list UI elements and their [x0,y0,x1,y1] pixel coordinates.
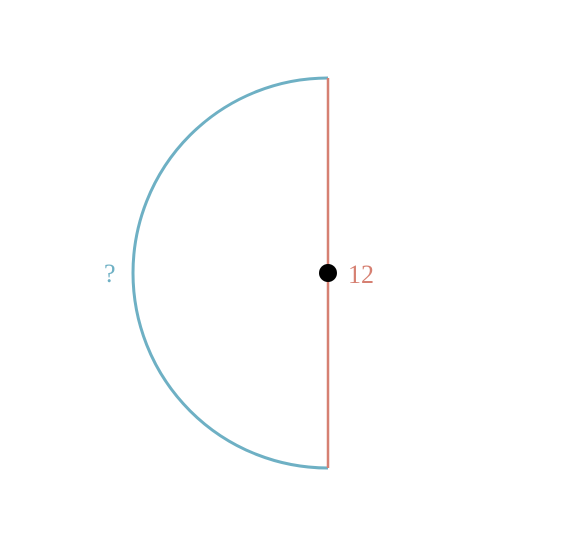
center-dot [319,264,337,282]
diameter-label: 12 [348,260,374,289]
arc-label: ? [104,259,116,288]
semicircle-arc [133,78,328,468]
semicircle-diagram: ? 12 [0,0,562,554]
